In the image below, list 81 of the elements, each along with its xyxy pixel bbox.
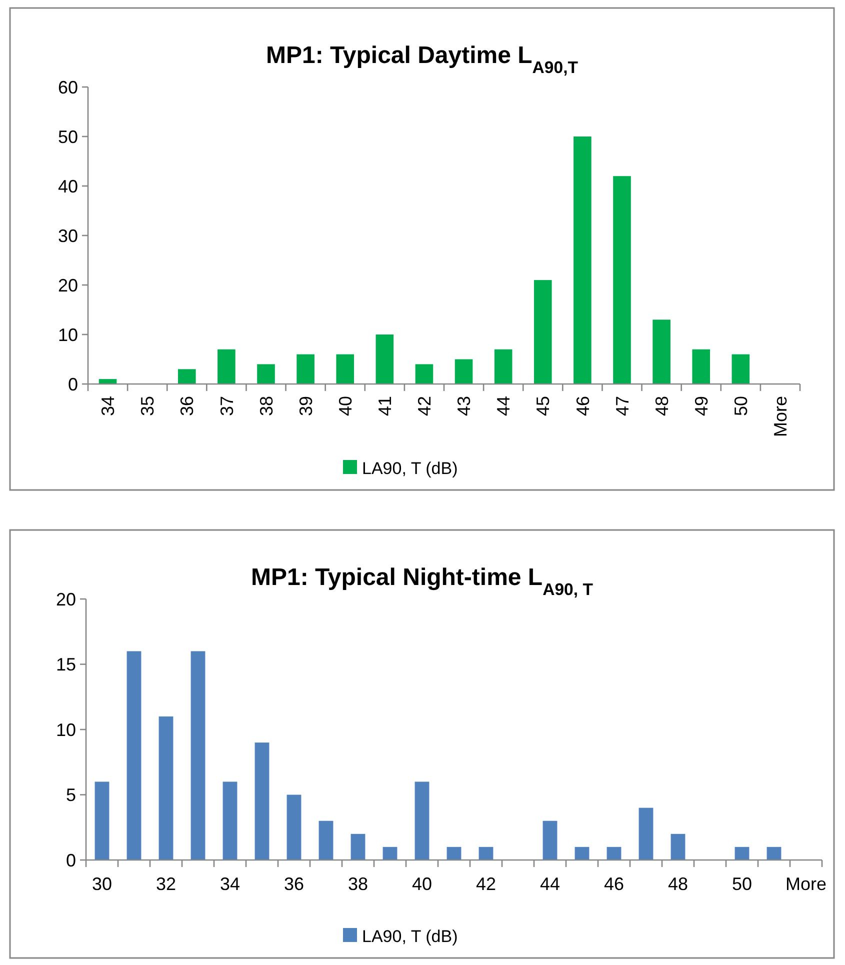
x-tick-label: 46 <box>572 396 593 416</box>
x-tick-label: 45 <box>533 396 554 416</box>
x-tick-label: 38 <box>256 396 276 416</box>
x-tick-label: 30 <box>92 874 112 894</box>
x-tick-label: 32 <box>156 874 176 894</box>
bar <box>478 846 494 860</box>
x-tick-label: 36 <box>284 874 304 894</box>
x-tick-label: 48 <box>668 874 688 894</box>
bar <box>254 742 270 860</box>
bar <box>534 280 552 384</box>
x-tick-label: 37 <box>216 396 237 416</box>
y-tick-label: 50 <box>58 126 78 147</box>
x-tick-label: 34 <box>98 396 118 416</box>
y-tick-label: 5 <box>66 785 76 806</box>
x-tick-label: 48 <box>652 396 672 416</box>
bar <box>446 846 462 860</box>
x-tick-label: 42 <box>476 874 496 894</box>
y-tick-label: 10 <box>58 324 78 345</box>
bar <box>158 716 174 860</box>
bar <box>286 794 302 860</box>
x-tick-label: 47 <box>612 396 632 416</box>
bar <box>350 834 366 860</box>
bar <box>692 349 710 384</box>
x-tick-label: More <box>785 874 827 894</box>
bar <box>257 364 275 384</box>
bar <box>454 359 473 384</box>
x-tick-label: 41 <box>374 396 395 416</box>
y-tick-label: 0 <box>66 850 76 870</box>
y-tick-label: 60 <box>58 77 78 98</box>
x-tick-label: 40 <box>412 874 432 894</box>
x-tick-label: 39 <box>296 396 316 416</box>
bar <box>190 651 206 860</box>
bar <box>638 808 654 860</box>
bar <box>126 651 142 860</box>
bar <box>415 364 434 384</box>
legend-label: LA90, T (dB) <box>362 458 458 478</box>
bar <box>218 349 236 384</box>
bar <box>574 136 592 384</box>
bar <box>494 349 512 384</box>
y-tick-label: 10 <box>56 720 76 740</box>
x-tick-label: 38 <box>348 874 368 894</box>
x-tick-label: 40 <box>335 396 356 416</box>
bar <box>613 176 631 384</box>
x-tick-label: 35 <box>138 396 158 416</box>
x-tick-label: 50 <box>730 396 751 416</box>
y-tick-label: 20 <box>56 589 76 610</box>
bar <box>766 846 782 860</box>
x-tick-label: 42 <box>414 396 435 416</box>
bar <box>542 820 558 860</box>
chart-title: MP1: Typical Daytime L$_{A90,T}$ <box>266 42 579 76</box>
bar <box>734 846 750 860</box>
chart-title: MP1: Typical Night-time L$_{A90, T}$ <box>251 564 594 598</box>
bar <box>376 334 394 384</box>
y-tick-label: 30 <box>58 226 78 246</box>
bar <box>574 846 590 860</box>
y-tick-label: 20 <box>58 275 78 296</box>
bar <box>296 354 314 384</box>
bar <box>670 834 686 860</box>
legend-label: LA90, T (dB) <box>362 926 458 946</box>
bar <box>336 354 354 384</box>
y-tick-label: 40 <box>58 176 78 196</box>
bar <box>318 820 334 860</box>
bar <box>382 846 398 860</box>
bar <box>606 846 622 860</box>
y-tick-label: 0 <box>68 374 78 394</box>
bar <box>94 782 110 860</box>
bar <box>652 320 670 384</box>
x-tick-label: 44 <box>540 874 560 894</box>
bar <box>222 782 238 860</box>
bar <box>414 782 430 860</box>
x-tick-label: 34 <box>220 874 240 894</box>
x-tick-label: More <box>770 396 791 438</box>
x-tick-label: 43 <box>454 396 474 416</box>
bar <box>178 369 196 384</box>
x-tick-label: 50 <box>732 874 752 894</box>
y-tick-label: 15 <box>56 654 76 675</box>
x-tick-label: 46 <box>604 874 624 894</box>
x-tick-label: 49 <box>691 396 712 416</box>
x-tick-label: 36 <box>177 396 198 416</box>
x-tick-label: 44 <box>494 396 514 416</box>
bar <box>732 354 750 384</box>
